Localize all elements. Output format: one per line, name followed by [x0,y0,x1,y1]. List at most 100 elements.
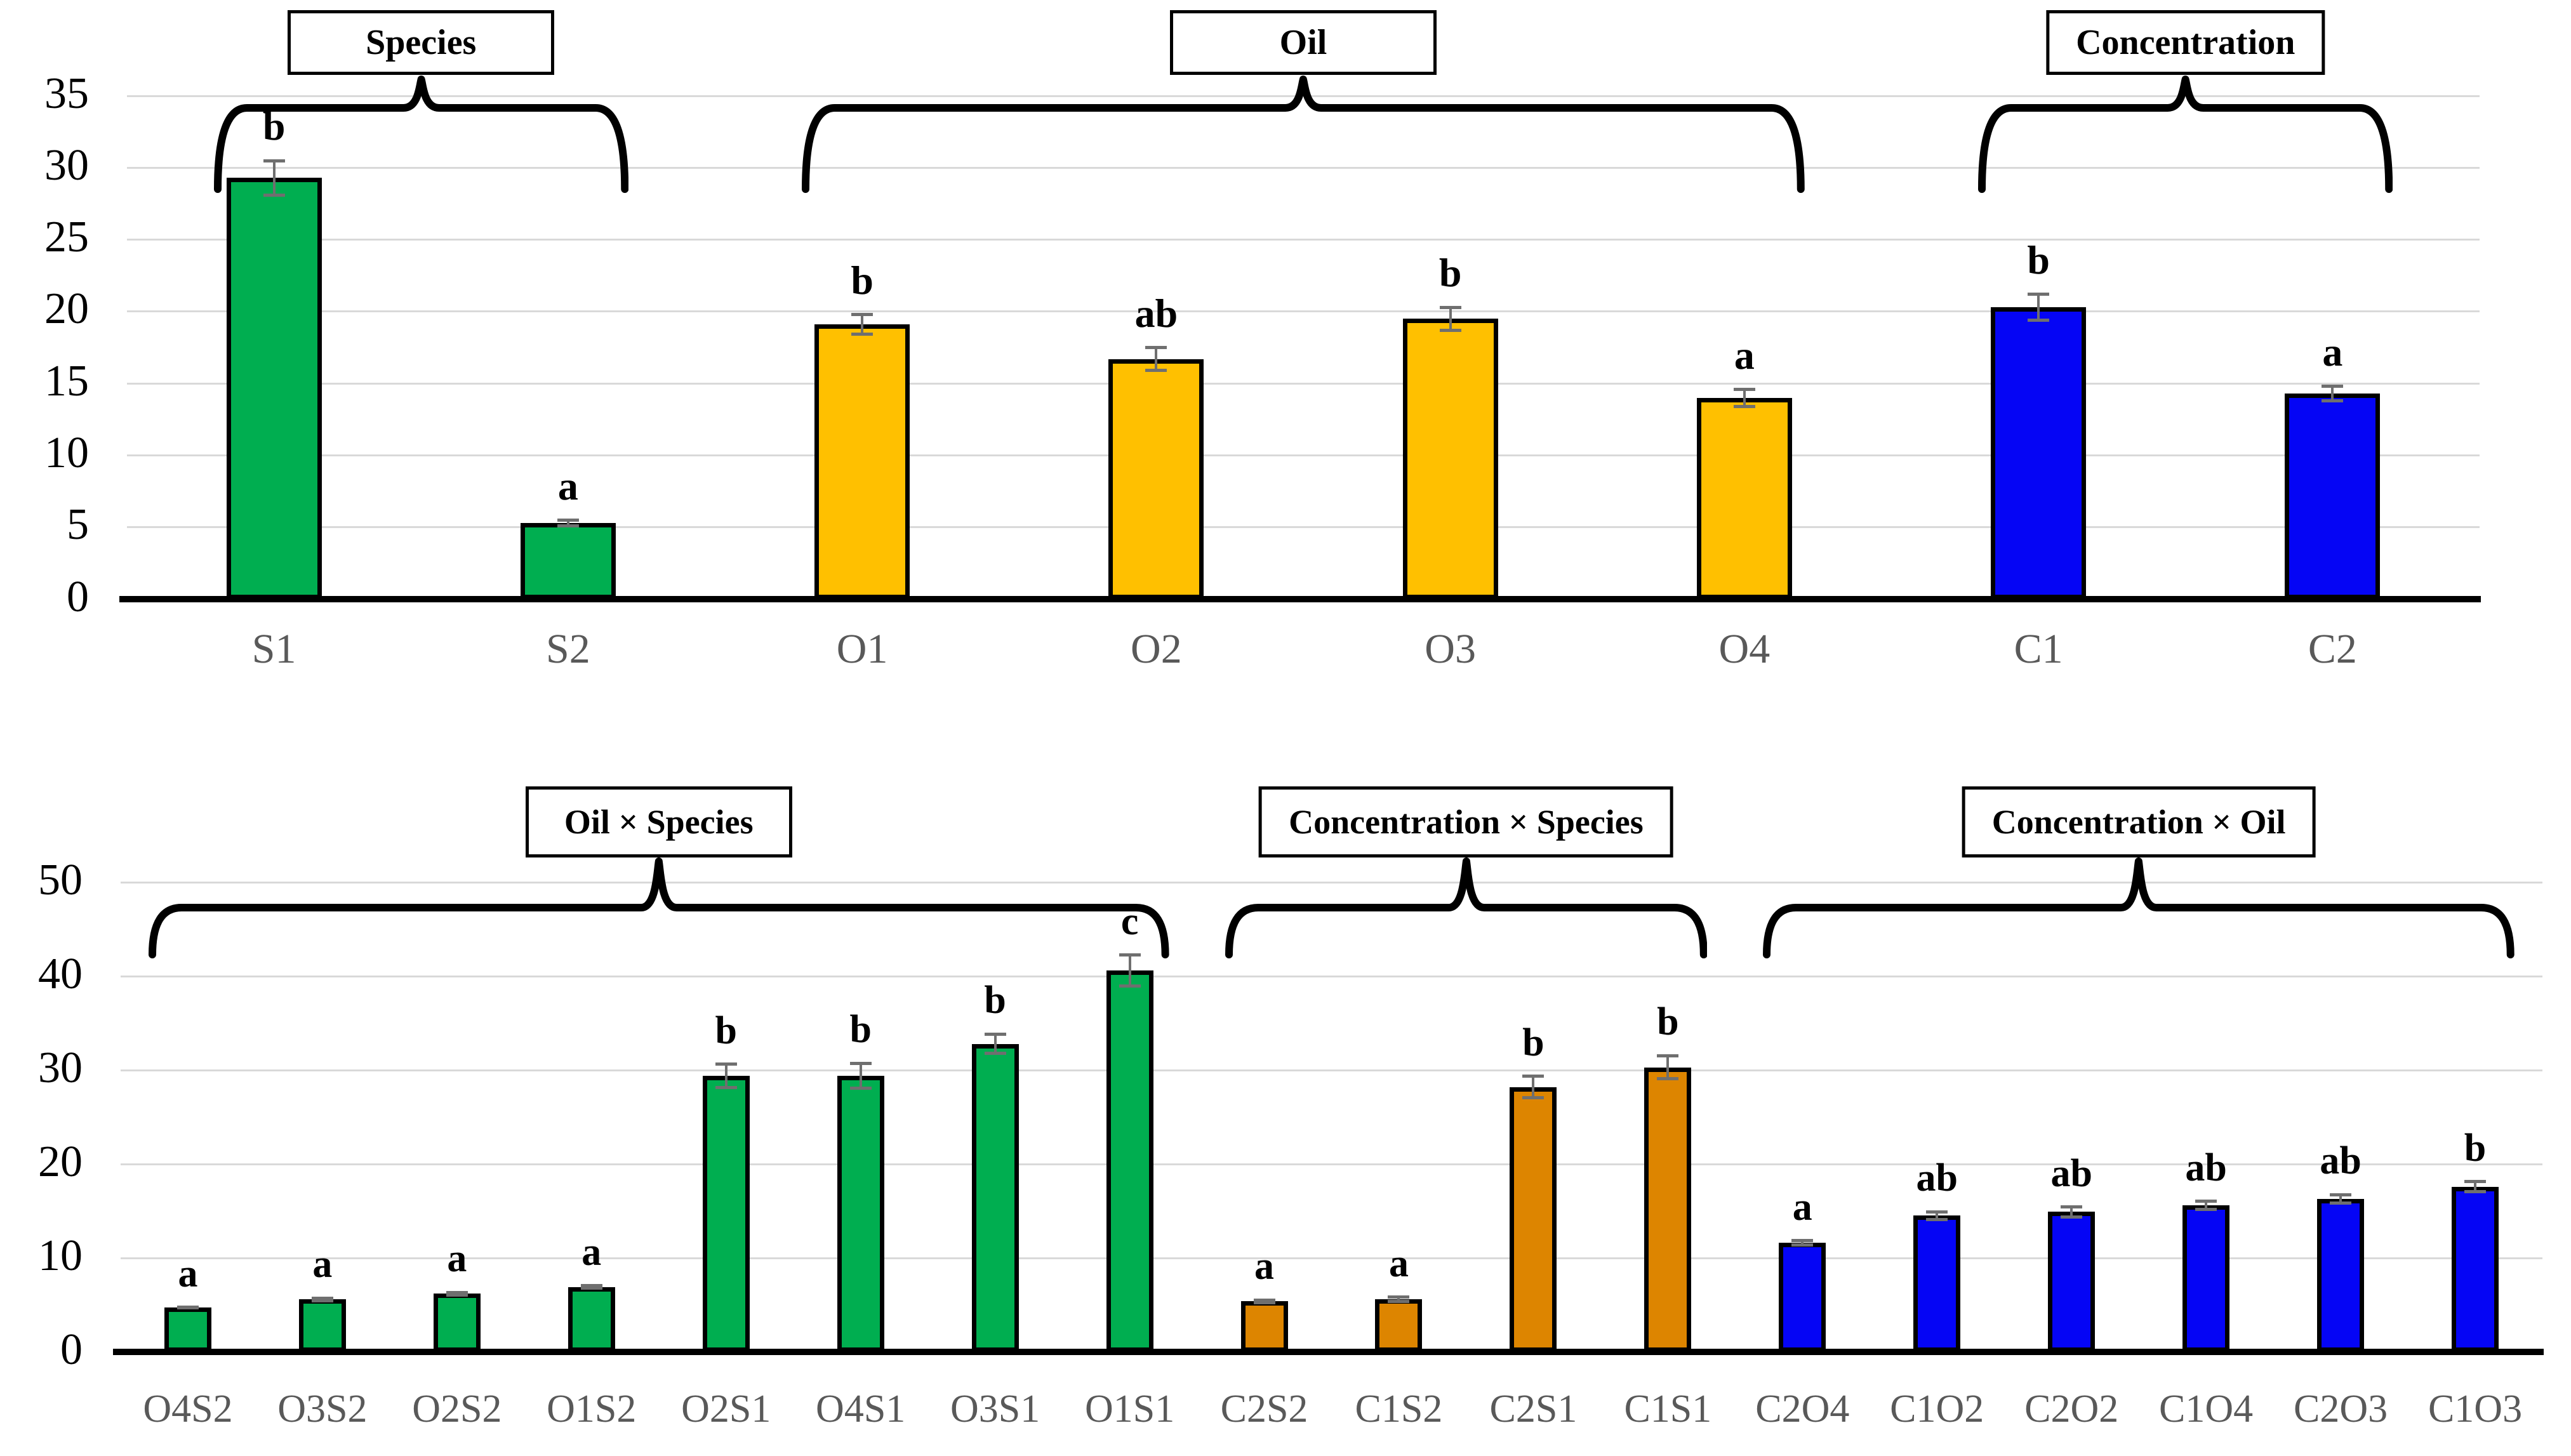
significance-letter-C2O2: ab [2050,1151,2092,1195]
group-brace-2 [1225,857,1708,960]
error-bar-cap-top [2464,1180,2487,1184]
error-bar-O3S2 [311,1296,333,1302]
group-label-box: Concentration × Oil [1962,786,2316,857]
error-bar-line [724,1062,727,1089]
bar-C1S1 [1644,1067,1692,1352]
x-axis-label-C1S1: C1S1 [1624,1387,1712,1431]
error-bar-cap-top [2061,1205,2083,1209]
error-bar-cap-top [1119,953,1141,957]
error-bar-line [1128,953,1131,988]
bar-C1S2 [1375,1299,1423,1352]
error-bar-cap-top [580,1284,602,1288]
significance-letter-O2S1: b [715,1009,737,1052]
error-bar-line [566,519,569,527]
significance-letter-C1O2: ab [1916,1156,1958,1200]
error-bar-cap-bottom [1657,1077,1679,1081]
error-bar-line [1397,1295,1400,1304]
error-bar-cap-top [1439,305,1461,309]
gridline [121,1069,2542,1071]
x-axis-label-C2O4: C2O4 [1755,1387,1850,1431]
error-bar-cap-bottom [1926,1218,1948,1222]
gridline [121,1163,2542,1165]
curly-brace-icon [1978,76,2393,193]
error-bar-line [1801,1239,1804,1247]
error-bar-cap-top [1791,1239,1814,1243]
bar-C1O2 [1913,1215,1961,1352]
bar-O1S1 [1106,970,1153,1352]
x-axis-label-C1O4: C1O4 [2159,1387,2254,1431]
error-bar-cap-top [311,1296,333,1300]
error-bar-cap-top [1733,387,1755,391]
error-bar-C2S2 [1253,1298,1275,1304]
error-bar-cap-bottom [849,1087,872,1090]
error-bar-cap-top [715,1062,737,1066]
error-bar-cap-bottom [446,1293,468,1297]
x-axis-label-C2O3: C2O3 [2294,1387,2388,1431]
x-axis-label-O2: O2 [1131,626,1182,672]
group-label-box: Oil × Species [525,786,792,857]
significance-letter-O4: a [1734,332,1755,378]
bar-O1 [814,324,910,599]
y-axis-tick-label: 10 [38,1231,83,1280]
curly-brace-icon [802,76,1805,193]
group-brace-2 [802,75,1805,194]
bar-C2O3 [2317,1198,2365,1352]
bar-C2S1 [1510,1087,1557,1352]
group-brace-1 [148,857,1169,960]
error-bar-O2 [1145,346,1167,372]
error-bar-line [1532,1075,1535,1099]
error-bar-C2O3 [2330,1193,2352,1205]
curly-brace-icon [1763,857,2515,958]
error-bar-cap-bottom [1388,1300,1410,1304]
x-axis-label-O1: O1 [836,626,888,672]
error-bar-C1O4 [2195,1200,2217,1211]
y-axis-tick-label: 0 [67,572,89,621]
significance-letter-S2: a [557,463,578,508]
error-bar-line [2205,1200,2208,1211]
gridline [121,881,2542,884]
error-bar-cap-top [1145,346,1167,350]
error-bar-cap-top [2195,1200,2217,1203]
error-bar-cap-bottom [715,1085,737,1089]
bar-S2 [520,522,616,599]
error-bar-cap-bottom [851,333,874,336]
significance-letter-O1S1: c [1120,899,1139,943]
error-bar-cap-top [1253,1298,1275,1302]
y-axis-tick-label: 5 [67,500,89,550]
y-axis-tick-label: 50 [38,855,83,904]
error-bar-cap-bottom [580,1287,602,1290]
error-bar-cap-top [1926,1210,1948,1214]
gridline [121,1257,2542,1259]
error-bar-cap-bottom [1522,1095,1545,1099]
x-axis-label-C2O2: C2O2 [2024,1387,2119,1431]
error-bar-C2O2 [2061,1205,2083,1219]
bar-O4 [1696,397,1792,599]
group-brace-3 [1978,75,2393,194]
error-bar-cap-bottom [2061,1215,2083,1219]
significance-letter-C2: a [2322,329,2343,375]
error-bar-line [2037,293,2040,322]
error-bar-C1 [2028,293,2050,322]
bar-O3S2 [298,1299,346,1352]
significance-letter-O1S2: a [581,1230,602,1274]
x-axis-label-O3S2: O3S2 [277,1387,368,1431]
bar-O4S1 [837,1075,884,1352]
bar-O2S1 [702,1075,750,1352]
group-label-box: Oil [1170,10,1437,75]
error-bar-O3S1 [984,1032,1006,1056]
error-bar-line [1155,346,1158,372]
x-axis-label-S2: S2 [546,626,590,672]
x-axis-label-C2: C2 [2308,626,2357,672]
group-label-box: Species [288,10,555,75]
error-bar-line [2474,1180,2477,1193]
error-bar-line [993,1032,997,1056]
bar-O1S2 [568,1287,615,1352]
error-bar-O4 [1733,387,1755,408]
x-axis-label-O4S2: O4S2 [143,1387,233,1431]
x-axis-label-O1S1: O1S1 [1084,1387,1175,1431]
significance-letter-S1: b [262,103,286,149]
group-brace-3 [1763,857,2515,960]
bar-C2 [2285,394,2381,599]
x-axis-label-O2S1: O2S1 [681,1387,771,1431]
